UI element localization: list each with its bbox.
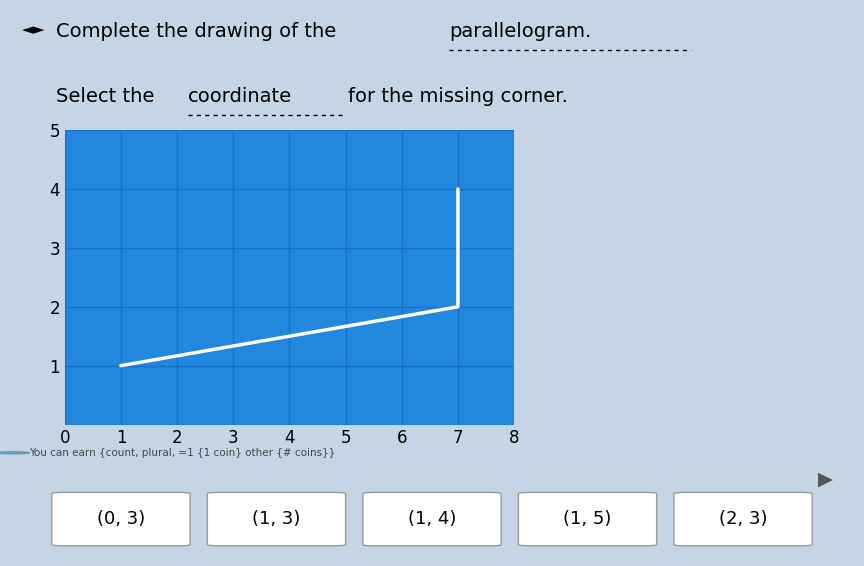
Text: (1, 5): (1, 5)	[563, 510, 612, 528]
Text: (0, 3): (0, 3)	[97, 510, 145, 528]
Text: ▶: ▶	[817, 470, 833, 489]
FancyBboxPatch shape	[518, 492, 657, 546]
Text: (1, 3): (1, 3)	[252, 510, 301, 528]
Text: Complete the drawing of the: Complete the drawing of the	[56, 23, 336, 41]
Text: coordinate: coordinate	[188, 87, 293, 106]
FancyBboxPatch shape	[52, 492, 190, 546]
Text: for the missing corner.: for the missing corner.	[348, 87, 568, 106]
FancyBboxPatch shape	[363, 492, 501, 546]
Text: parallelogram.: parallelogram.	[449, 23, 592, 41]
Text: ◄►: ◄►	[22, 23, 45, 37]
Text: Select the: Select the	[56, 87, 155, 106]
FancyBboxPatch shape	[674, 492, 812, 546]
Text: (1, 4): (1, 4)	[408, 510, 456, 528]
Text: (2, 3): (2, 3)	[719, 510, 767, 528]
FancyBboxPatch shape	[207, 492, 346, 546]
Text: You can earn {count, plural, =1 {1 coin} other {# coins}}: You can earn {count, plural, =1 {1 coin}…	[29, 448, 336, 458]
Circle shape	[0, 452, 29, 454]
